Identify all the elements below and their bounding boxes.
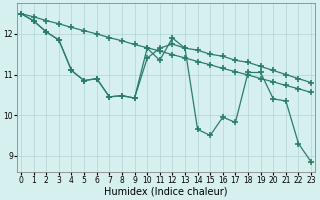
X-axis label: Humidex (Indice chaleur): Humidex (Indice chaleur) <box>104 187 228 197</box>
